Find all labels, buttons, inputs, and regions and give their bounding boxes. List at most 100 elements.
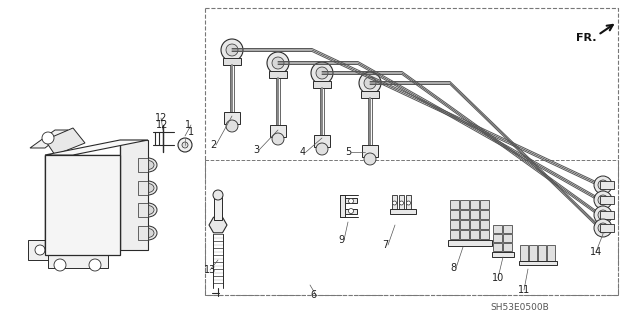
Text: 13: 13 [204,265,216,275]
Text: FR.: FR. [576,33,596,43]
Circle shape [364,153,376,165]
Polygon shape [45,128,85,155]
Text: 10: 10 [492,273,504,283]
Bar [600,196,614,204]
Circle shape [594,219,612,237]
Polygon shape [45,140,148,155]
Text: SH53E0500B: SH53E0500B [490,303,548,313]
Bar [480,200,489,209]
Bar [493,243,502,251]
Circle shape [272,57,284,69]
Circle shape [406,201,410,205]
Bar [450,210,459,219]
Circle shape [392,201,397,205]
Bar [361,91,379,98]
Bar [313,81,331,88]
Bar [223,58,241,65]
Circle shape [182,142,188,148]
Bar [503,234,512,242]
Bar [214,195,222,220]
Bar [460,200,469,209]
Bar [138,158,148,172]
Bar [448,240,492,246]
Bar [493,234,502,242]
Text: 12: 12 [155,113,168,123]
Bar [547,245,555,261]
Bar [138,203,148,217]
Bar [390,209,416,214]
Ellipse shape [142,183,154,192]
Circle shape [89,259,101,271]
Text: 3: 3 [253,145,259,155]
Circle shape [316,67,328,79]
Ellipse shape [139,158,157,172]
Ellipse shape [63,159,81,172]
Text: 9: 9 [338,235,344,245]
Ellipse shape [142,205,154,214]
Bar [480,220,489,229]
Bar [138,226,148,240]
Text: 8: 8 [450,263,456,273]
Text: 11: 11 [518,285,531,295]
Bar [362,145,378,157]
Circle shape [226,120,238,132]
Circle shape [364,77,376,89]
Bar [470,200,479,209]
Bar [345,198,357,203]
Ellipse shape [139,226,157,240]
Bar [480,230,489,239]
Text: 12: 12 [156,120,168,130]
Circle shape [359,72,381,94]
Bar [269,71,287,78]
Bar [45,155,120,255]
Circle shape [54,259,66,271]
Bar [205,160,618,295]
Bar [480,210,489,219]
Text: 2: 2 [210,140,216,150]
Bar [406,195,411,211]
Circle shape [267,52,289,74]
Text: 1: 1 [188,127,194,137]
Ellipse shape [57,154,87,176]
Circle shape [598,210,608,220]
Text: 7: 7 [382,240,388,250]
Bar [519,261,557,265]
Circle shape [594,206,612,224]
Bar [470,220,479,229]
Circle shape [598,180,608,190]
Bar [470,210,479,219]
Bar [120,140,148,250]
Bar [205,8,618,295]
Bar [460,210,469,219]
Bar [314,135,330,147]
Bar [600,224,614,232]
Circle shape [272,133,284,145]
Circle shape [311,62,333,84]
Ellipse shape [142,228,154,238]
Bar [450,220,459,229]
Ellipse shape [142,160,154,169]
Text: 4: 4 [300,147,306,157]
Ellipse shape [139,203,157,217]
Bar [492,252,514,257]
Text: 1: 1 [185,120,191,130]
Bar [538,245,546,261]
Circle shape [594,191,612,209]
Bar [460,230,469,239]
Circle shape [178,138,192,152]
Bar [520,245,528,261]
Bar [450,230,459,239]
Circle shape [399,201,403,205]
Text: 5: 5 [345,147,351,157]
Bar [392,195,397,211]
Ellipse shape [139,181,157,195]
Polygon shape [28,240,52,260]
Bar [48,250,108,268]
Circle shape [213,190,223,200]
Text: 6: 6 [310,290,316,300]
Bar [270,125,286,137]
Circle shape [42,132,54,144]
Bar [503,243,512,251]
Bar [399,195,404,211]
Circle shape [35,245,45,255]
